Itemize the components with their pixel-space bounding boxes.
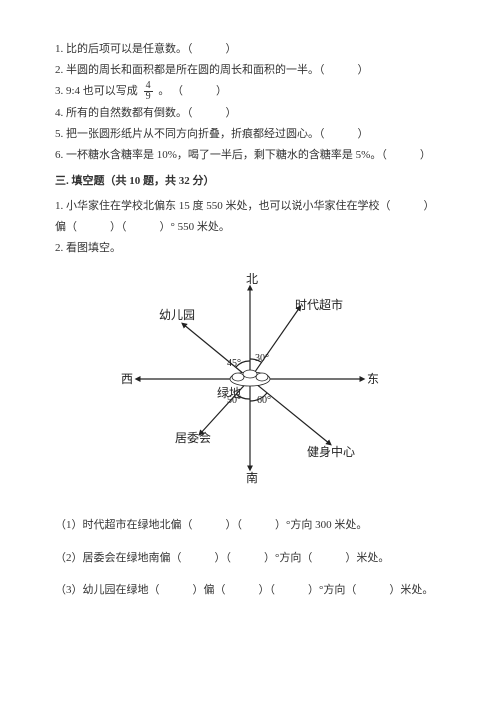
subfill-2: （2）居委会在绿地南偏（ ）（ ）°方向（ ）米处。	[55, 549, 445, 568]
subfill-3: （3）幼儿园在绿地（ ）偏（ ）（ ）°方向（ ）米处。	[55, 581, 445, 600]
ang-30: 30°	[255, 353, 269, 364]
subfill-1: （1）时代超市在绿地北偏（ ）（ ）°方向 300 米处。	[55, 516, 445, 535]
label-kinder: 幼儿园	[159, 308, 195, 322]
label-fitness: 健身中心	[307, 444, 355, 459]
judge-q3: 3. 9:4 也可以写成 4 9 。 （ ）	[55, 81, 445, 102]
label-west: 西	[121, 372, 133, 386]
ang-50: 50°	[227, 395, 241, 406]
judge-q5: 5. 把一张圆形纸片从不同方向折叠，折痕都经过圆心。（ ）	[55, 125, 445, 144]
ang-45: 45°	[227, 358, 241, 369]
judge-q1: 1. 比的后项可以是任意数。（ ）	[55, 40, 445, 59]
fill-q2: 2. 看图填空。	[55, 239, 445, 258]
judge-q6: 6. 一杯糖水含糖率是 10%，喝了一半后，剩下糖水的含糖率是 5%。（ ）	[55, 146, 445, 165]
fill-q1b: 偏（ ）（ ）° 550 米处。	[55, 218, 445, 237]
label-market: 时代超市	[295, 297, 343, 312]
judge-q3-b: 。 （ ）	[158, 85, 227, 97]
label-east: 东	[367, 372, 379, 386]
judge-q4: 4. 所有的自然数都有倒数。（ ）	[55, 104, 445, 123]
fraction: 4 9	[144, 81, 153, 102]
label-north: 北	[246, 272, 258, 286]
ang-60: 60°	[257, 395, 271, 406]
frac-den: 9	[144, 92, 153, 102]
compass-diagram: 北 南 东 西 绿地 幼儿园 时代超市 居委会 健身中心 45° 30° 50°…	[55, 269, 445, 496]
fill-q1a: 1. 小华家住在学校北偏东 15 度 550 米处，也可以说小华家住在学校（ ）	[55, 197, 445, 216]
judge-q3-a: 3. 9:4 也可以写成	[55, 85, 138, 97]
section-title: 三. 填空题（共 10 题，共 32 分）	[55, 172, 445, 191]
label-commit: 居委会	[175, 431, 211, 445]
label-south: 南	[246, 470, 258, 485]
judge-q2: 2. 半圆的周长和面积都是所在圆的周长和面积的一半。（ ）	[55, 61, 445, 80]
